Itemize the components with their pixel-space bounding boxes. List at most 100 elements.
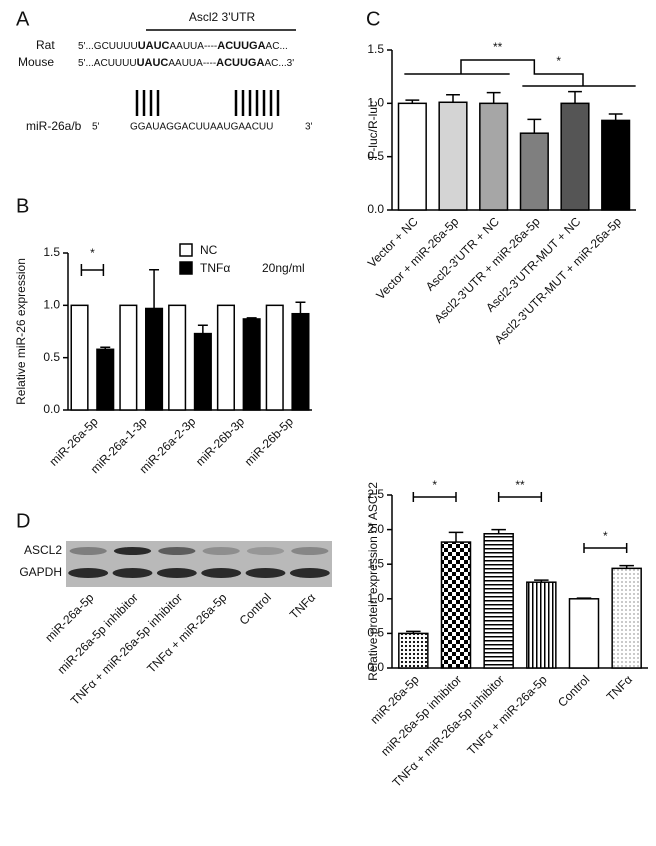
legend-label: NC	[200, 243, 218, 257]
significance: *	[90, 246, 95, 260]
blot-band	[158, 547, 196, 555]
legend-swatch	[179, 243, 193, 257]
sig-bracket	[460, 59, 584, 86]
x-tick-label: TNFα + miR-26a-5p	[464, 672, 550, 758]
panel-label: B	[16, 195, 29, 217]
blot-band	[113, 547, 152, 555]
y-tick-label: 1.5	[367, 556, 384, 570]
legend-label: TNFα	[200, 261, 230, 275]
blot-band	[112, 568, 153, 578]
mirna-seq: GGAUAGGACUUAAUGAACUU	[130, 122, 273, 133]
mirna-five: 5'	[92, 122, 100, 133]
x-tick-label: miR-26a-5p inhibitor	[378, 672, 464, 758]
bar	[168, 304, 187, 411]
panel-label: A	[16, 8, 30, 30]
panel-label: D	[16, 510, 30, 532]
sig-bracket	[412, 492, 457, 502]
bar	[438, 101, 468, 211]
blot-image	[66, 541, 332, 587]
blot-band	[289, 568, 330, 578]
mirna-name: miR-26a/b	[26, 119, 82, 133]
y-tick-label: 0.0	[43, 402, 60, 416]
blot-band	[291, 547, 329, 555]
bar	[242, 318, 261, 411]
bar	[526, 581, 557, 669]
significance: *	[603, 529, 608, 543]
blot-band	[69, 547, 107, 555]
y-tick-label: 2.0	[367, 522, 384, 536]
species: Mouse	[18, 55, 54, 69]
error-bar	[197, 324, 208, 334]
error-bar	[295, 301, 306, 314]
y-tick-label: 0.5	[367, 626, 384, 640]
blot-band	[202, 547, 240, 555]
error-bar	[446, 94, 460, 103]
blot-band	[68, 568, 109, 578]
y-tick-label: 1.5	[43, 245, 60, 259]
x-tick-label: miR-26b-5p	[242, 414, 296, 468]
sequence: 5'...ACUUUUUAUCAAUUA----ACUUGAAC...3'	[78, 57, 294, 69]
x-tick-label: miR-26b-3p	[193, 414, 247, 468]
blot-band	[245, 568, 286, 578]
bar	[291, 312, 310, 411]
error-bar	[149, 268, 160, 309]
y-tick-label: 0.5	[43, 350, 60, 364]
y-tick-label: 0.0	[367, 202, 384, 216]
significance: **	[493, 40, 503, 54]
blot-band	[156, 568, 197, 578]
error-bar	[568, 90, 582, 104]
bar	[601, 119, 631, 211]
y-tick-label: 2.5	[367, 487, 384, 501]
bar	[479, 102, 509, 211]
y-tick-label: 1.5	[367, 42, 384, 56]
bar	[398, 632, 429, 669]
bar	[96, 348, 115, 411]
utr-title: Ascl2 3'UTR	[189, 10, 256, 24]
y-tick-label: 0.5	[367, 149, 384, 163]
panel-label: C	[366, 8, 380, 30]
bar	[519, 132, 549, 211]
bar	[560, 102, 590, 211]
bar	[611, 567, 642, 669]
y-axis-label: Relative protein expression of ASCL2	[366, 482, 380, 681]
error-bar	[527, 118, 542, 134]
bar	[483, 533, 514, 669]
significance: *	[556, 54, 561, 68]
mirna-three: 3'	[305, 122, 313, 133]
x-tick-label: Ascl2-3'UTR + NC	[423, 214, 502, 293]
y-tick-label: 0.0	[367, 660, 384, 674]
error-bar	[246, 317, 257, 319]
y-tick-label: 1.0	[367, 96, 384, 110]
bar	[119, 304, 138, 411]
legend-swatch	[179, 261, 193, 275]
sig-bracket	[583, 543, 628, 553]
lane-label: miR-26a-5p inhibitor	[55, 590, 141, 676]
x-tick-label: TNFα	[604, 672, 635, 703]
sequence: 5'...GCUUUUUAUCAAUUA----ACUUGAAC...	[78, 40, 288, 52]
bar	[265, 304, 284, 411]
species: Rat	[36, 38, 55, 52]
x-tick-label: Control	[555, 672, 592, 709]
error-bar	[608, 113, 623, 121]
significance: *	[432, 478, 437, 492]
y-axis-label: F-luc/R-luc	[366, 101, 380, 159]
legend-note: 20ng/ml	[262, 261, 305, 275]
significance: **	[515, 478, 525, 492]
bar	[193, 332, 212, 411]
bar	[70, 304, 89, 411]
blot-row-label: ASCL2	[24, 543, 62, 557]
bar	[216, 304, 235, 411]
y-axis-label: Relative miR-26 expression	[14, 258, 28, 405]
y-tick-label: 1.0	[367, 591, 384, 605]
bar	[568, 598, 600, 669]
y-tick-label: 1.0	[43, 298, 60, 312]
blot-row-label: GAPDH	[19, 565, 62, 579]
blot-band	[246, 547, 285, 555]
pairing-bars	[135, 90, 280, 116]
bar	[440, 541, 472, 669]
error-bar	[486, 91, 501, 104]
lane-label: TNFα + miR-26a-5p	[144, 590, 230, 676]
sig-bracket	[497, 492, 543, 502]
blot-band	[201, 568, 242, 578]
